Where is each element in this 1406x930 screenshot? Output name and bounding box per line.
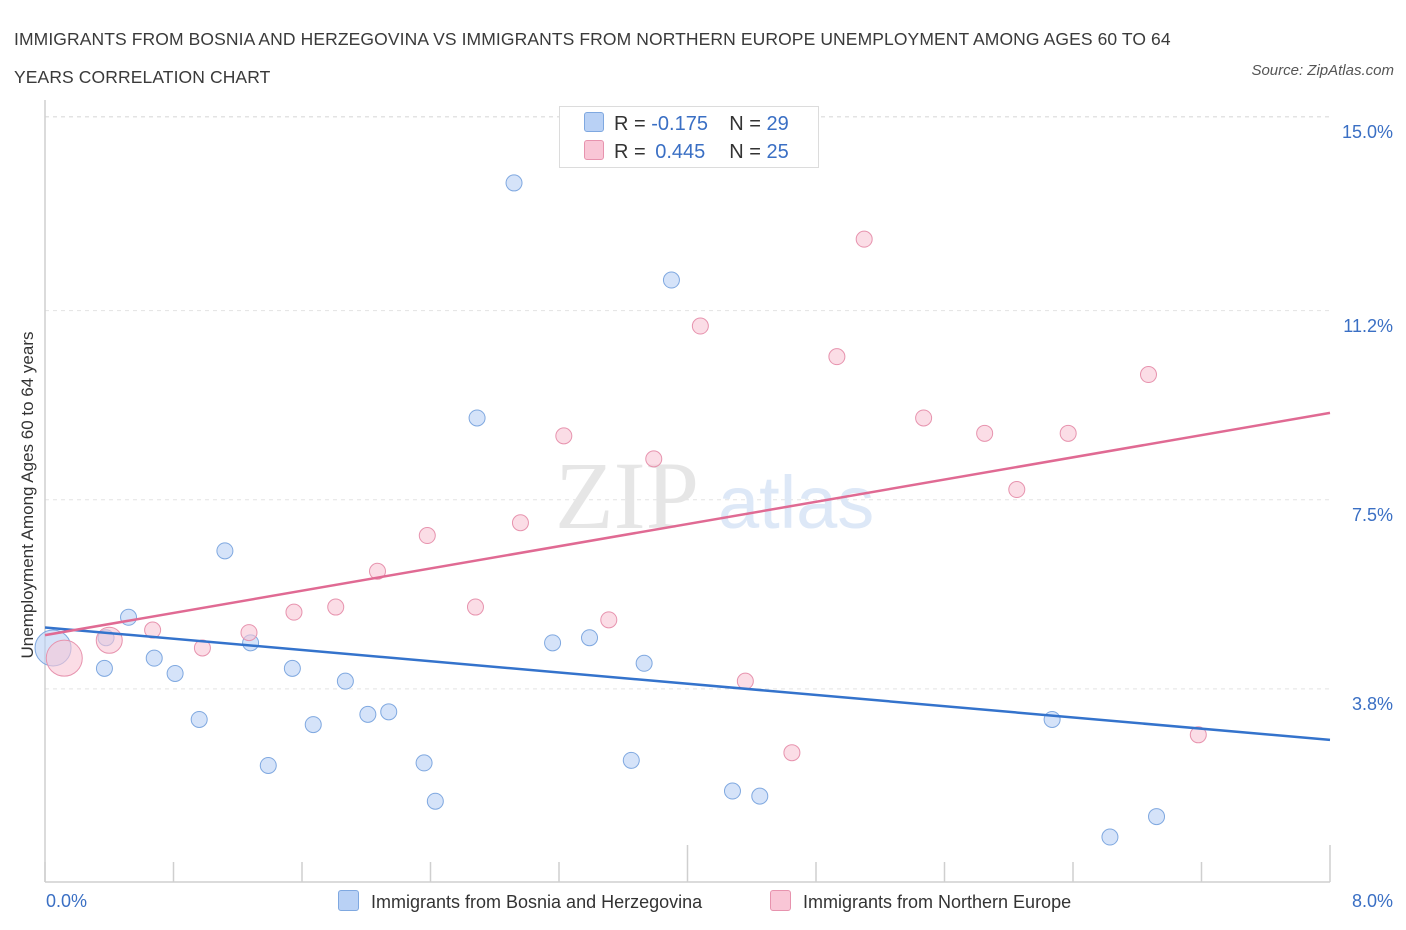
axes bbox=[44, 100, 1331, 883]
x-tick-label-max: 8.0% bbox=[1351, 891, 1393, 911]
legend-row-bosnia: R = -0.175 N = 29 bbox=[584, 112, 789, 136]
trend-line-northern-europe bbox=[44, 411, 1331, 637]
point-northern-europe bbox=[1008, 481, 1026, 499]
legend-n-label: N = bbox=[729, 141, 761, 163]
point-bosnia bbox=[1101, 828, 1119, 846]
legend-label: Immigrants from Northern Europe bbox=[803, 892, 1072, 912]
chart-title: IMMIGRANTS FROM BOSNIA AND HERZEGOVINA V… bbox=[14, 29, 1171, 87]
point-northern-europe bbox=[783, 744, 801, 762]
point-bosnia bbox=[468, 409, 486, 427]
y-tick-label: 3.8% bbox=[1351, 693, 1393, 714]
y-tick-label: 11.2% bbox=[1343, 315, 1393, 336]
legend-row-northern-europe: R = 0.445 N = 25 bbox=[584, 140, 789, 164]
trend-lines bbox=[44, 411, 1331, 742]
point-bosnia bbox=[1148, 808, 1166, 826]
point-northern-europe bbox=[691, 317, 709, 335]
point-northern-europe bbox=[1189, 726, 1207, 744]
point-bosnia bbox=[380, 703, 398, 721]
point-northern-europe bbox=[240, 624, 258, 642]
point-northern-europe bbox=[327, 598, 345, 616]
point-bosnia bbox=[635, 654, 653, 672]
point-bosnia bbox=[304, 716, 322, 734]
point-northern-europe bbox=[600, 611, 618, 629]
point-northern-europe bbox=[368, 562, 386, 580]
y-axis-label: Unemployment Among Ages 60 to 64 years bbox=[18, 331, 37, 659]
legend-n-value: 25 bbox=[766, 141, 789, 163]
y-tick-label: 7.5% bbox=[1351, 504, 1393, 525]
legend-r-value: -0.175 bbox=[651, 113, 708, 135]
point-northern-europe bbox=[828, 348, 846, 366]
point-bosnia bbox=[283, 659, 301, 677]
point-northern-europe bbox=[511, 514, 529, 532]
point-bosnia bbox=[723, 782, 741, 800]
point-bosnia bbox=[359, 705, 377, 723]
legend-swatch-northern-europe bbox=[584, 140, 604, 160]
point-northern-europe bbox=[645, 450, 663, 468]
point-bosnia bbox=[505, 174, 523, 192]
x-tick-label-min: 0.0% bbox=[46, 891, 88, 911]
point-bosnia bbox=[426, 792, 444, 810]
point-northern-europe bbox=[976, 424, 994, 442]
point-bosnia bbox=[544, 634, 562, 652]
point-bosnia bbox=[95, 659, 113, 677]
watermark-atlas: atlas bbox=[718, 461, 874, 544]
point-bosnia bbox=[145, 649, 163, 667]
bottom-legend-northern-europe: Immigrants from Northern Europe bbox=[770, 890, 1071, 913]
point-northern-europe bbox=[45, 639, 83, 677]
legend-swatch-bosnia bbox=[338, 890, 359, 911]
watermark-zip: ZIP bbox=[555, 442, 699, 549]
legend-r-label: R = bbox=[614, 113, 646, 135]
legend-r-label: R = bbox=[614, 141, 646, 163]
point-bosnia bbox=[190, 710, 208, 728]
point-northern-europe bbox=[193, 639, 211, 657]
y-tick-label: 15.0% bbox=[1341, 121, 1393, 142]
correlation-legend: R = -0.175 N = 29 R = 0.445 N = 25 bbox=[559, 106, 819, 168]
point-bosnia bbox=[336, 672, 354, 690]
point-northern-europe bbox=[915, 409, 933, 427]
source-label: Source: ZipAtlas.com bbox=[1251, 62, 1394, 79]
trend-line-bosnia bbox=[44, 626, 1331, 742]
point-bosnia bbox=[581, 629, 599, 647]
legend-swatch-bosnia bbox=[584, 112, 604, 132]
bottom-legend-bosnia: Immigrants from Bosnia and Herzegovina bbox=[338, 890, 702, 913]
point-bosnia bbox=[216, 542, 234, 560]
legend-n-label: N = bbox=[729, 113, 761, 135]
legend-swatch-northern-europe bbox=[770, 890, 791, 911]
data-points bbox=[34, 174, 1207, 846]
point-bosnia bbox=[259, 756, 277, 774]
point-northern-europe bbox=[736, 672, 754, 690]
point-bosnia bbox=[662, 271, 680, 289]
legend-label: Immigrants from Bosnia and Herzegovina bbox=[371, 892, 703, 912]
point-bosnia bbox=[751, 787, 769, 805]
point-northern-europe bbox=[418, 527, 436, 545]
point-bosnia bbox=[415, 754, 433, 772]
point-northern-europe bbox=[285, 603, 303, 621]
point-northern-europe bbox=[466, 598, 484, 616]
point-northern-europe bbox=[555, 427, 573, 445]
legend-r-value: 0.445 bbox=[655, 141, 706, 163]
point-northern-europe bbox=[855, 230, 873, 248]
legend-n-value: 29 bbox=[766, 113, 789, 135]
point-northern-europe bbox=[1059, 424, 1077, 442]
point-northern-europe bbox=[1139, 366, 1157, 384]
point-bosnia bbox=[166, 664, 184, 682]
point-bosnia bbox=[622, 751, 640, 769]
